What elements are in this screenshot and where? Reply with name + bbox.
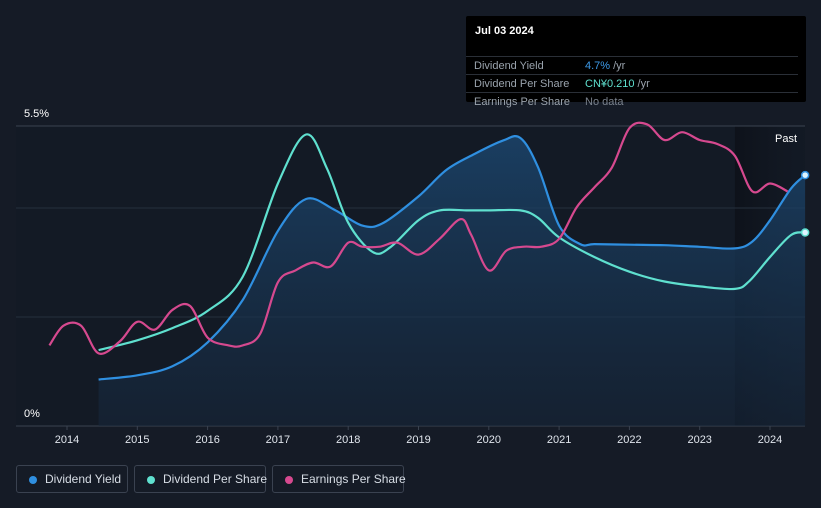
legend-label: Dividend Per Share [163, 472, 268, 486]
tooltip-dps-value: CN¥0.210 [585, 78, 635, 90]
legend-dividend-yield[interactable]: Dividend Yield [16, 465, 128, 493]
dividend-yield-line [98, 135, 806, 381]
legend-earnings-per-share[interactable]: Earnings Per Share [272, 465, 406, 493]
dividend-per-share-end-dot [800, 228, 810, 237]
dividend-per-share-line [98, 133, 806, 352]
legend-label: Earnings Per Share [301, 472, 406, 486]
dividend-yield-area [98, 136, 806, 426]
legend-dot-icon [29, 476, 37, 484]
tooltip-row-dividend-per-share: Dividend Per Share CN¥0.210/yr [466, 74, 798, 93]
tooltip-unit: /yr [637, 78, 650, 90]
x-tick-label: 2024 [758, 434, 782, 446]
x-tick-label: 2018 [336, 434, 360, 446]
tooltip-eps-value: No data [585, 96, 624, 108]
tooltip-unit: /yr [613, 60, 626, 72]
x-tick-label: 2014 [55, 434, 79, 446]
tooltip-value: No data [585, 93, 627, 111]
x-tick-label: 2023 [687, 434, 711, 446]
tooltip-date: Jul 03 2024 [475, 25, 534, 37]
earnings-per-share-line [48, 121, 789, 355]
tooltip-label: Earnings Per Share [474, 96, 570, 108]
x-tick-label: 2019 [406, 434, 430, 446]
tooltip-dy-value: 4.7% [585, 60, 611, 72]
y-axis-top-label: 5.5% [24, 108, 50, 120]
tooltip-panel: Jul 03 2024 Dividend Yield 4.7%/yr Divid… [466, 16, 806, 108]
tooltip-row-dividend-yield: Dividend Yield 4.7%/yr [466, 56, 798, 75]
x-tick-label: 2017 [266, 434, 290, 446]
past-label: Past [775, 133, 797, 145]
tooltip-row-earnings-per-share: Earnings Per Share No data [466, 92, 798, 111]
legend-dot-icon [147, 476, 155, 484]
tooltip-value: 4.7%/yr [585, 57, 625, 75]
x-axis: 2014 2015 2016 2017 2018 2019 2020 2021 2022 2023… [55, 426, 782, 446]
dividend-yield-end-dot [800, 170, 810, 180]
tooltip-value: CN¥0.210/yr [585, 75, 650, 93]
x-tick-label: 2022 [617, 434, 641, 446]
tooltip-label: Dividend Yield [474, 60, 544, 72]
x-tick-label: 2015 [125, 434, 149, 446]
legend-label: Dividend Yield [45, 472, 122, 486]
x-tick-label: 2016 [195, 434, 219, 446]
tooltip-label: Dividend Per Share [474, 78, 570, 90]
x-tick-label: 2020 [477, 434, 501, 446]
x-tick-label: 2021 [547, 434, 571, 446]
legend-dividend-per-share[interactable]: Dividend Per Share [134, 465, 268, 493]
legend-dot-icon [285, 476, 293, 484]
y-axis-bottom-label: 0% [24, 408, 40, 420]
